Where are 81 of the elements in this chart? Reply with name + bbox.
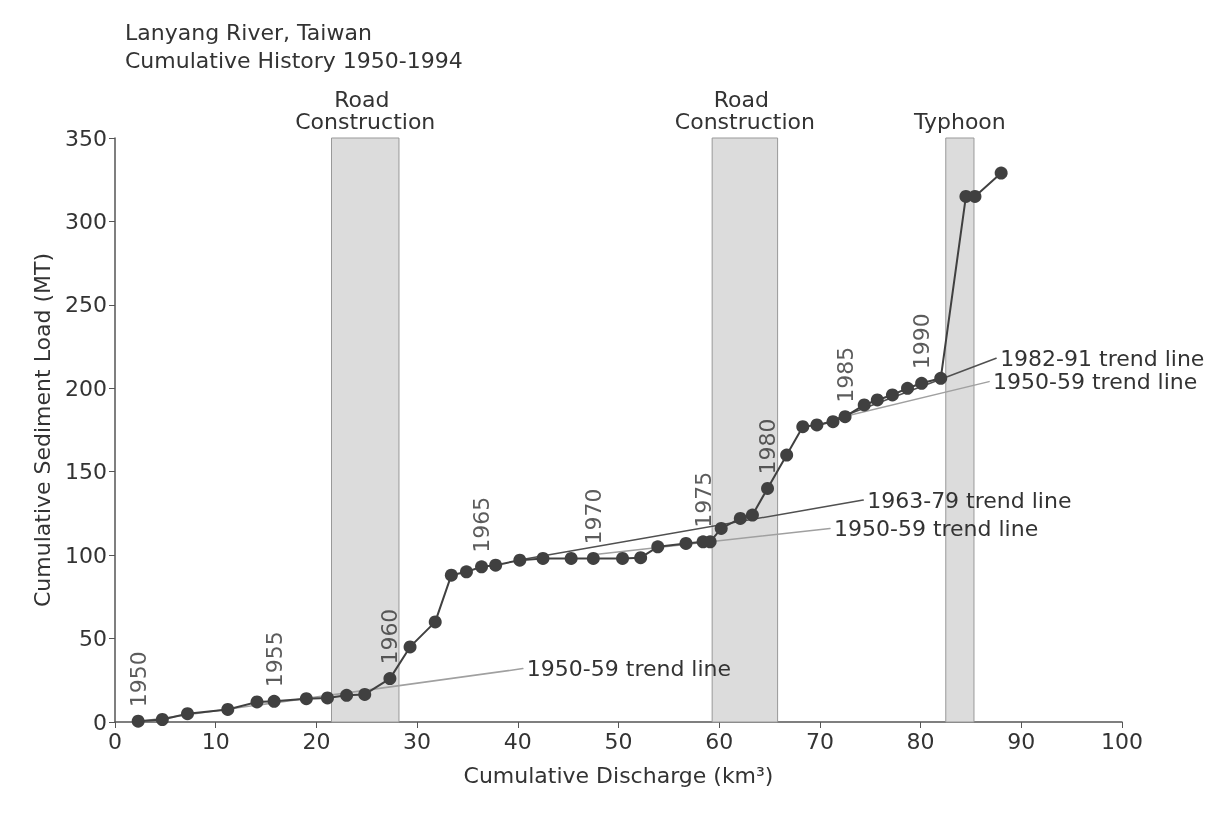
point [934,371,948,385]
point [826,415,840,429]
point [428,615,442,629]
band-label: Road Construction [295,87,436,134]
point [885,388,899,402]
annotation: 1985 [832,346,858,403]
chart-title: Lanyang River, Taiwan [125,19,372,45]
y-tick-label: 300 [65,208,107,234]
y-tick-label: 100 [65,542,107,568]
point [536,551,550,565]
series-label: 1950-59 trend line [833,515,1039,541]
x-tick-label: 20 [302,728,331,754]
x-tick-label: 90 [1007,728,1036,754]
point [796,420,810,434]
x-tick-label: 40 [503,728,532,754]
point [915,376,929,390]
x-tick-label: 50 [604,728,633,754]
point [155,713,169,726]
point [340,688,354,702]
point [489,558,503,572]
x-axis-title: Cumulative Discharge (km³) [463,762,774,788]
point [745,508,759,522]
point [383,672,397,686]
annotation: 1980 [755,418,781,475]
y-tick-label: 350 [65,125,107,151]
point [651,540,665,554]
point [870,393,884,407]
point [679,536,693,550]
x-tick-label: 70 [805,728,834,754]
point [299,692,313,706]
annotation: 1990 [909,313,935,370]
point [358,687,372,701]
point [838,410,852,424]
point [221,702,235,716]
point [733,511,747,525]
point [513,553,527,567]
point [616,551,630,565]
point [901,381,915,395]
annotation: 1950 [125,651,151,708]
y-tick-label: 200 [65,375,107,401]
y-tick-label: 50 [79,626,107,652]
annotation: 1955 [261,631,287,688]
point [634,551,648,565]
point [320,691,334,705]
point [857,398,871,412]
point [267,694,281,708]
point [250,695,264,709]
point [181,707,194,721]
series-label: 1950-59 trend line [993,369,1198,395]
x-tick-label: 60 [705,728,734,754]
x-tick-label: 30 [403,728,432,754]
point [564,551,578,565]
y-axis-title: Cumulative Sediment Load (MT) [29,252,55,608]
x-tick-label: 10 [201,728,230,754]
point [780,448,794,462]
y-tick-label: 250 [65,292,107,318]
chart-subtitle: Cumulative History 1950-1994 [125,47,463,73]
point [444,568,458,582]
y-tick-label: 150 [65,459,107,485]
band-label: Typhoon [912,109,1006,134]
point [994,166,1008,180]
annotation: 1970 [580,488,606,545]
y-tick-label: 0 [93,709,107,735]
series-label: 1950-59 trend line [526,656,732,682]
x-tick-label: 80 [906,728,935,754]
point [810,418,824,432]
point [403,640,417,654]
point [714,521,728,535]
x-tick-label: 100 [1101,728,1143,754]
point [459,565,473,579]
annotation: 1960 [377,608,403,665]
point [968,189,982,203]
series-label: 1963-79 trend line [867,487,1072,513]
point [761,481,775,495]
point [586,551,600,565]
series-label: 1982-91 trend line [1000,345,1205,371]
point [131,714,145,728]
point [475,560,489,574]
annotation: 1975 [690,471,716,528]
annotation: 1965 [469,496,495,553]
band-label: Road Construction [674,87,815,134]
